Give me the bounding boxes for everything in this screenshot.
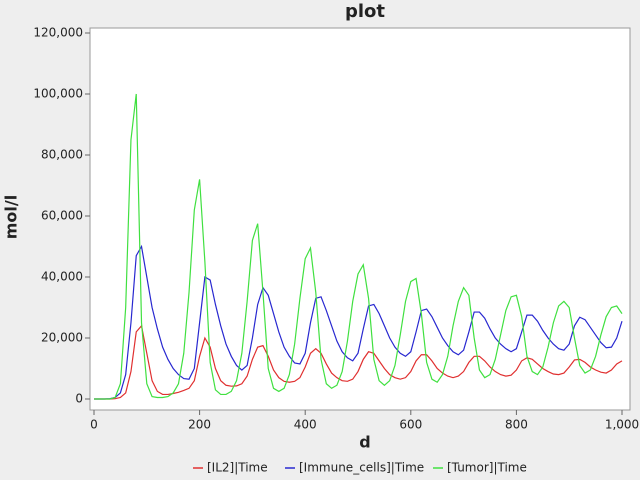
x-tick-label: 200 [188, 418, 211, 432]
y-tick-label: 120,000 [33, 26, 83, 40]
series-line [94, 244, 623, 400]
legend-label: [Immune_cells]|Time [299, 461, 424, 475]
y-axis-label: mol/l [2, 195, 21, 239]
x-tick-label: 600 [399, 418, 422, 432]
x-axis-label: d [359, 433, 370, 452]
y-tick-label: 60,000 [41, 209, 83, 223]
legend-label: [Tumor]|Time [447, 461, 527, 475]
y-tick-label: 100,000 [33, 87, 83, 101]
x-tick-label: 0 [90, 418, 98, 432]
plot-area [89, 27, 631, 411]
x-tick-label: 800 [505, 418, 528, 432]
legend-label: [IL2]|Time [207, 461, 268, 475]
series-line [94, 93, 623, 400]
chart-title: plot [345, 1, 385, 22]
series-line [94, 324, 623, 400]
x-tick-label: 1,000 [605, 418, 639, 432]
y-tick-label: 0 [75, 392, 83, 406]
y-tick-label: 80,000 [41, 148, 83, 162]
y-tick-label: 40,000 [41, 270, 83, 284]
x-tick-label: 400 [294, 418, 317, 432]
y-tick-label: 20,000 [41, 331, 83, 345]
